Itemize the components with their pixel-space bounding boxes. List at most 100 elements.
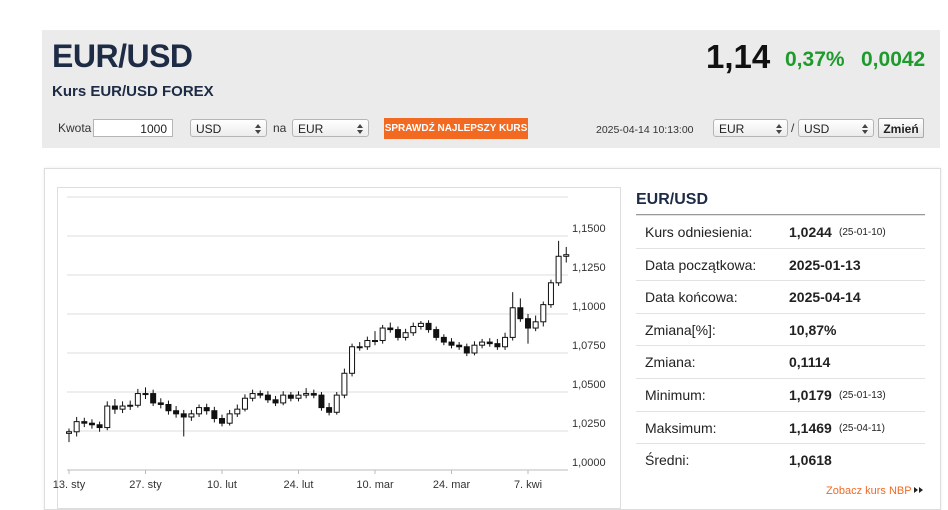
candle-body bbox=[272, 399, 279, 404]
to-select[interactable]: EUR bbox=[292, 119, 369, 137]
row-label: Zmiana: bbox=[645, 354, 696, 371]
candle-body bbox=[318, 394, 325, 409]
y-tick-label: 1,0250 bbox=[572, 418, 606, 430]
to-label: na bbox=[273, 121, 287, 135]
candle-body bbox=[479, 341, 486, 346]
candle-body bbox=[310, 393, 317, 396]
candle-body bbox=[394, 329, 401, 338]
candle-body bbox=[364, 340, 371, 348]
candle-body bbox=[157, 402, 164, 405]
candle-body bbox=[88, 422, 95, 426]
swap-button[interactable]: Zmień bbox=[878, 118, 924, 138]
candle-body bbox=[264, 394, 271, 401]
change: 0,0042 bbox=[861, 48, 926, 71]
candle-body bbox=[425, 322, 432, 331]
summary-row: Minimum: 1,0179 (25-01-13) bbox=[636, 378, 925, 411]
quote-select[interactable]: USD bbox=[798, 119, 874, 137]
summary-row: Zmiana[%]: 10,87% bbox=[636, 312, 925, 346]
amount-label: Kwota bbox=[58, 121, 92, 135]
candle-body bbox=[249, 393, 256, 399]
candle-body bbox=[540, 304, 547, 323]
candle-body bbox=[134, 393, 141, 406]
candle-body bbox=[448, 341, 455, 346]
y-tick-label: 1,1250 bbox=[572, 262, 606, 274]
candle-body bbox=[433, 329, 440, 338]
candle-body bbox=[173, 410, 180, 415]
candle-body bbox=[410, 325, 417, 334]
y-tick-label: 1,0750 bbox=[572, 340, 606, 352]
candle-body bbox=[303, 393, 310, 396]
candle-body bbox=[532, 321, 539, 329]
base-select[interactable]: EUR bbox=[713, 119, 788, 137]
candle-body bbox=[517, 307, 524, 320]
candle-body bbox=[150, 393, 157, 404]
candle-body bbox=[165, 403, 172, 412]
title: EUR/USD bbox=[52, 38, 193, 74]
select-arrow bbox=[357, 124, 363, 134]
candle-body bbox=[471, 344, 478, 354]
row-date: (25-01-13) bbox=[839, 390, 886, 401]
select-arrow bbox=[776, 124, 782, 134]
row-label: Data końcowa: bbox=[645, 289, 738, 306]
from-select[interactable]: USD bbox=[190, 119, 267, 137]
candle-body bbox=[66, 431, 72, 434]
candle-body bbox=[96, 424, 103, 429]
base-currency: EUR bbox=[719, 122, 745, 136]
check-rate-button[interactable]: SPRAWDŹ NAJLEPSZY KURS bbox=[384, 118, 528, 139]
timestamp: 2025-04-14 10:13:00 bbox=[596, 124, 694, 136]
candle-body bbox=[463, 346, 470, 354]
candle-body bbox=[211, 410, 218, 420]
summary-row: Zmiana: 0,1114 bbox=[636, 345, 925, 378]
candle-body bbox=[203, 407, 210, 412]
nbp-link[interactable]: Zobacz kurs NBP bbox=[826, 485, 924, 497]
summary-row: Kurs odniesienia: 1,0244 (25-01-10) bbox=[636, 215, 925, 248]
candle-body bbox=[226, 413, 233, 424]
candle-body bbox=[219, 418, 225, 424]
candle-body bbox=[456, 344, 463, 348]
amount-input[interactable]: 1000 bbox=[93, 119, 173, 137]
candle-body bbox=[104, 405, 111, 429]
row-value: 2025-04-14 bbox=[789, 289, 861, 306]
summary-row: Średni: 1,0618 bbox=[636, 443, 925, 476]
candle-body bbox=[326, 407, 333, 413]
row-value: 1,0618 bbox=[789, 452, 832, 469]
y-tick-label: 1,0500 bbox=[572, 379, 606, 391]
page: { "header": { "title": "EUR/USD", "subti… bbox=[42, 30, 941, 510]
candle-body bbox=[525, 318, 531, 329]
row-label: Kurs odniesienia: bbox=[645, 224, 753, 240]
candle-body bbox=[494, 343, 501, 348]
candle-body bbox=[563, 254, 570, 257]
select-arrow bbox=[862, 124, 868, 134]
candle-body bbox=[196, 407, 203, 415]
candle-body bbox=[555, 255, 562, 284]
row-value: 0,1114 bbox=[789, 354, 831, 371]
candle-body bbox=[333, 394, 340, 413]
change-percent: 0,37% bbox=[785, 48, 845, 71]
y-tick-label: 1,1000 bbox=[572, 301, 606, 313]
row-label: Zmiana[%]: bbox=[645, 321, 716, 338]
row-label: Minimum: bbox=[645, 387, 706, 403]
candle-body bbox=[111, 405, 118, 410]
summary-row: Data końcowa: 2025-04-14 bbox=[636, 280, 925, 313]
row-value: 10,87% bbox=[789, 321, 837, 338]
candle-body bbox=[356, 346, 363, 349]
candle-body bbox=[486, 341, 493, 345]
x-tick-label: 13. sty bbox=[53, 479, 86, 491]
candle-body bbox=[234, 408, 241, 415]
y-tick-label: 1,1500 bbox=[572, 223, 606, 235]
pair-separator: / bbox=[791, 121, 795, 135]
candle-body bbox=[502, 336, 509, 348]
x-tick-label: 10. mar bbox=[356, 479, 394, 491]
candle-body bbox=[349, 346, 356, 374]
quote-currency: USD bbox=[804, 122, 830, 136]
candle-body bbox=[379, 327, 386, 342]
candle-body bbox=[387, 327, 394, 331]
row-value: 2025-01-13 bbox=[789, 256, 861, 273]
candle-body bbox=[127, 404, 134, 407]
to-currency: EUR bbox=[298, 122, 324, 136]
summary-title-rule bbox=[636, 214, 925, 215]
candle-body bbox=[402, 332, 409, 338]
row-date: (25-01-10) bbox=[839, 227, 886, 238]
candle-body bbox=[295, 394, 302, 399]
candle-body bbox=[257, 393, 264, 396]
